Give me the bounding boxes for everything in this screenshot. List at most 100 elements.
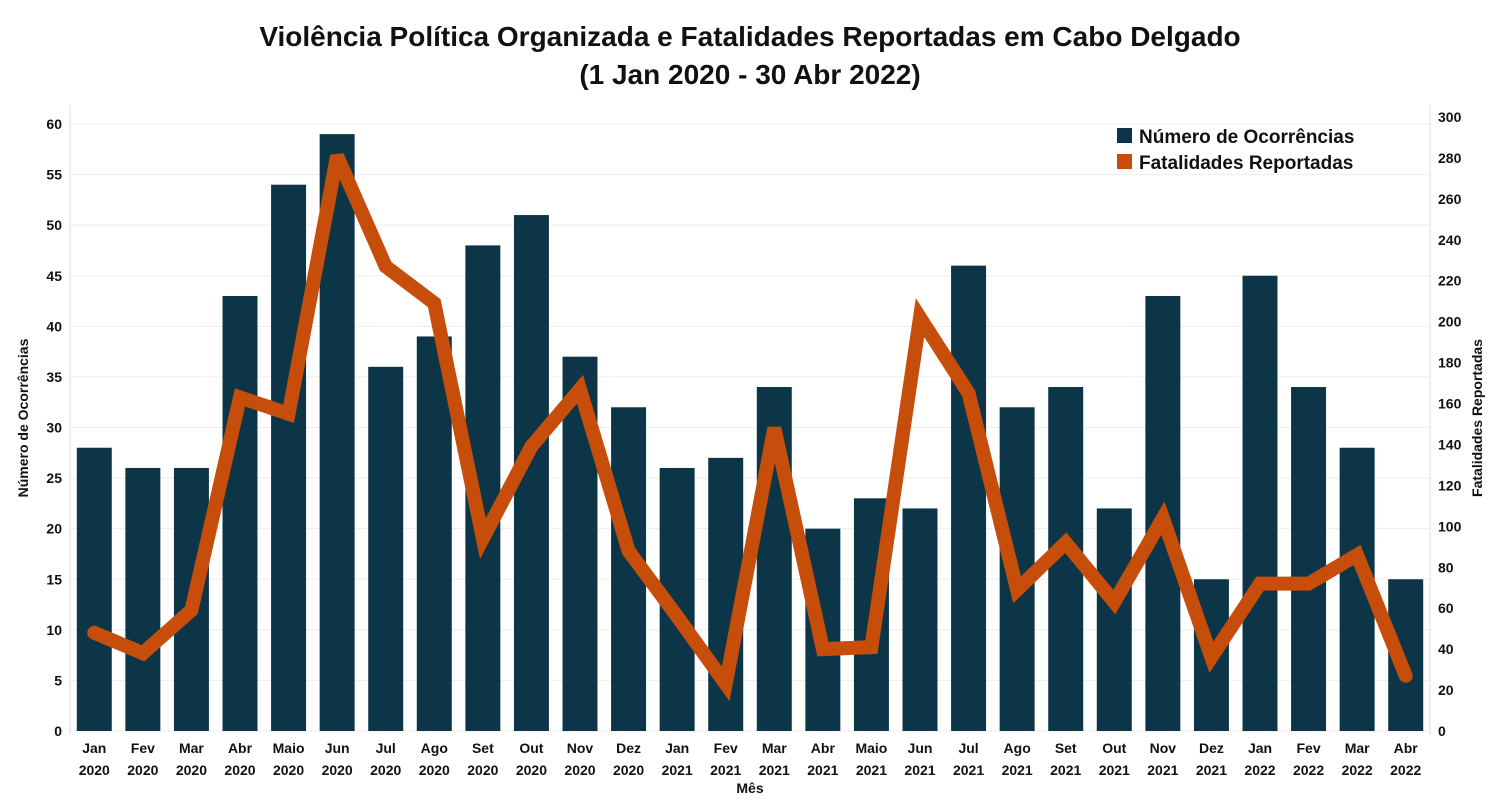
x-tick-label-month: Nov xyxy=(567,740,594,756)
y2-tick-label: 220 xyxy=(1438,273,1462,289)
y-tick-label: 10 xyxy=(46,622,62,638)
y2-tick-label: 20 xyxy=(1438,682,1454,698)
y2-tick-label: 40 xyxy=(1438,641,1454,657)
bar xyxy=(902,508,938,731)
x-tick-label-month: Set xyxy=(1055,740,1077,756)
x-tick-label-year: 2021 xyxy=(1099,762,1130,778)
y2-tick-label: 120 xyxy=(1438,477,1462,493)
bar-series xyxy=(76,134,1424,732)
x-tick-label-year: 2020 xyxy=(564,762,595,778)
bar xyxy=(951,265,987,731)
legend-swatch-bars xyxy=(1117,128,1132,143)
x-tick-label-month: Out xyxy=(519,740,543,756)
y2-tick-label: 260 xyxy=(1438,191,1462,207)
y-tick-label: 25 xyxy=(46,470,62,486)
y2-tick-label: 240 xyxy=(1438,232,1462,248)
y2-tick-label: 300 xyxy=(1438,109,1462,125)
chart-title: Violência Política Organizada e Fatalida… xyxy=(259,21,1241,52)
x-tick-label-year: 2021 xyxy=(759,762,790,778)
x-tick-label-year: 2021 xyxy=(1147,762,1178,778)
y-tick-label: 35 xyxy=(46,369,62,385)
y2-tick-label: 0 xyxy=(1438,723,1446,739)
x-tick-label-year: 2021 xyxy=(1196,762,1227,778)
line-series xyxy=(87,153,1413,702)
x-tick-label-year: 2020 xyxy=(516,762,547,778)
x-tick-label-year: 2021 xyxy=(904,762,935,778)
x-tick-label-year: 2021 xyxy=(807,762,838,778)
x-tick-label-month: Abr xyxy=(1394,740,1419,756)
x-tick-label-month: Jul xyxy=(958,740,978,756)
x-tick-label-year: 2020 xyxy=(370,762,401,778)
y-tick-label: 45 xyxy=(46,268,62,284)
y2-tick-label: 280 xyxy=(1438,150,1462,166)
x-tick-label-year: 2022 xyxy=(1293,762,1324,778)
y-tick-label: 60 xyxy=(46,116,62,132)
x-tick-label-month: Jan xyxy=(82,740,106,756)
x-tick-label-year: 2021 xyxy=(662,762,693,778)
x-tick-label-year: 2020 xyxy=(224,762,255,778)
x-tick-label-month: Nov xyxy=(1150,740,1177,756)
x-tick-label-month: Fev xyxy=(1297,740,1321,756)
y2-tick-label: 160 xyxy=(1438,396,1462,412)
bar xyxy=(125,467,161,731)
y-tick-label: 0 xyxy=(54,723,62,739)
chart-subtitle: (1 Jan 2020 - 30 Abr 2022) xyxy=(579,59,921,90)
x-tick-label-month: Jan xyxy=(665,740,689,756)
y-tick-label: 15 xyxy=(46,571,62,587)
y2-tick-label: 60 xyxy=(1438,600,1454,616)
x-tick-label-month: Fev xyxy=(131,740,155,756)
x-tick-label-month: Abr xyxy=(228,740,253,756)
y2-axis-title: Fatalidades Reportadas xyxy=(1469,339,1485,497)
x-tick-label-year: 2022 xyxy=(1244,762,1275,778)
bar xyxy=(1096,508,1132,731)
bar xyxy=(1242,275,1278,731)
x-tick-label-year: 2021 xyxy=(953,762,984,778)
y-tick-label: 55 xyxy=(46,167,62,183)
y2-tick-label: 100 xyxy=(1438,518,1462,534)
y-tick-label: 5 xyxy=(54,672,62,688)
x-tick-label-month: Ago xyxy=(1004,740,1031,756)
bar xyxy=(368,366,404,731)
y-tick-label: 30 xyxy=(46,420,62,436)
x-tick-label-year: 2020 xyxy=(322,762,353,778)
x-tick-label-month: Mar xyxy=(179,740,204,756)
x-tick-label-year: 2021 xyxy=(1050,762,1081,778)
x-tick-label-month: Jul xyxy=(376,740,396,756)
bar xyxy=(76,447,112,731)
x-tick-label-month: Maio xyxy=(273,740,305,756)
y-tick-label: 50 xyxy=(46,217,62,233)
bar xyxy=(222,295,258,731)
x-axis-title: Mês xyxy=(736,780,763,796)
x-tick-label-year: 2022 xyxy=(1390,762,1421,778)
x-tick-label-month: Dez xyxy=(1199,740,1224,756)
right-axis-ticks: 0 20 40 60 80 100 120 140 160 180 200 220 240 260 280 3… xyxy=(1438,109,1462,739)
y2-tick-label: 140 xyxy=(1438,436,1462,452)
x-tick-label-month: Set xyxy=(472,740,494,756)
x-tick-label-month: Mar xyxy=(1345,740,1370,756)
x-tick-label-month: Ago xyxy=(421,740,448,756)
legend: Número de Ocorrências Fatalidades Report… xyxy=(1117,127,1354,174)
legend-label-bars: Número de Ocorrências xyxy=(1139,127,1354,148)
x-tick-label-year: 2021 xyxy=(1002,762,1033,778)
fatalities-line xyxy=(87,153,1413,702)
legend-label-line: Fatalidades Reportadas xyxy=(1139,153,1353,174)
x-tick-label-year: 2022 xyxy=(1342,762,1373,778)
x-tick-label-month: Mar xyxy=(762,740,787,756)
x-tick-label-month: Jun xyxy=(908,740,933,756)
x-tick-label-year: 2020 xyxy=(176,762,207,778)
y2-tick-label: 200 xyxy=(1438,314,1462,330)
y-tick-label: 20 xyxy=(46,521,62,537)
x-tick-label-month: Abr xyxy=(811,740,836,756)
bar xyxy=(271,184,307,731)
left-axis-ticks: 0 5 10 15 20 25 30 35 40 45 50 55 60 xyxy=(46,116,62,739)
x-tick-label-year: 2020 xyxy=(419,762,450,778)
x-tick-label-year: 2021 xyxy=(856,762,887,778)
x-tick-label-year: 2020 xyxy=(127,762,158,778)
x-tick-label-year: 2020 xyxy=(273,762,304,778)
y-tick-label: 40 xyxy=(46,318,62,334)
x-tick-label-month: Dez xyxy=(616,740,641,756)
x-tick-label-month: Jun xyxy=(325,740,350,756)
legend-swatch-line xyxy=(1117,154,1132,169)
x-tick-label-year: 2020 xyxy=(613,762,644,778)
